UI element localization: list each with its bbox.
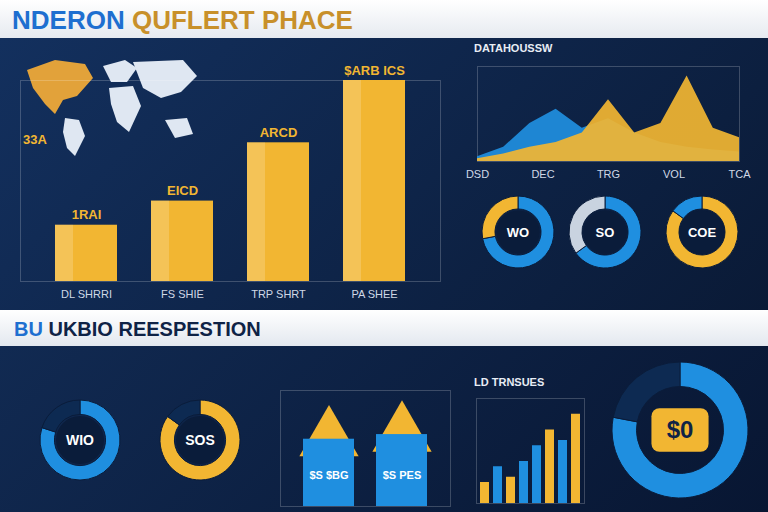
svg-text:ARCD: ARCD	[260, 125, 298, 140]
svg-text:EICD: EICD	[167, 183, 198, 198]
svg-text:$S PES: $S PES	[383, 469, 422, 481]
svg-text:DSD: DSD	[466, 168, 489, 180]
svg-text:SO: SO	[596, 225, 615, 240]
svg-text:TRP SHRT: TRP SHRT	[251, 288, 306, 300]
html-text:DATAHOUSSW: DATAHOUSSW	[474, 42, 553, 54]
svg-text:1RAI: 1RAI	[72, 207, 102, 222]
svg-text:$S $BG: $S $BG	[309, 469, 348, 481]
svg-text:FS SHIE: FS SHIE	[161, 288, 204, 300]
svg-text:VOL: VOL	[663, 168, 685, 180]
html-text:LD TRNSUES: LD TRNSUES	[474, 376, 545, 388]
svg-text:DL SHRRI: DL SHRRI	[61, 288, 112, 300]
svg-text:TCA: TCA	[729, 168, 752, 180]
svg-text:WO: WO	[507, 225, 529, 240]
html-text:NDERON QUFLERT PHACE: NDERON QUFLERT PHACE	[12, 5, 353, 35]
svg-text:DEC: DEC	[531, 168, 554, 180]
svg-text:COE: COE	[688, 225, 717, 240]
svg-text:WIO: WIO	[66, 432, 94, 448]
svg-text:TRG: TRG	[597, 168, 620, 180]
svg-text:PA SHEE: PA SHEE	[351, 288, 397, 300]
svg-text:SOS: SOS	[185, 432, 215, 448]
svg-text:33A: 33A	[23, 132, 47, 147]
html-text:BU UKBIO REESPESTION: BU UKBIO REESPESTION	[14, 318, 261, 340]
svg-text:$ARB ICS: $ARB ICS	[344, 63, 405, 78]
svg-text:$0: $0	[667, 416, 694, 443]
